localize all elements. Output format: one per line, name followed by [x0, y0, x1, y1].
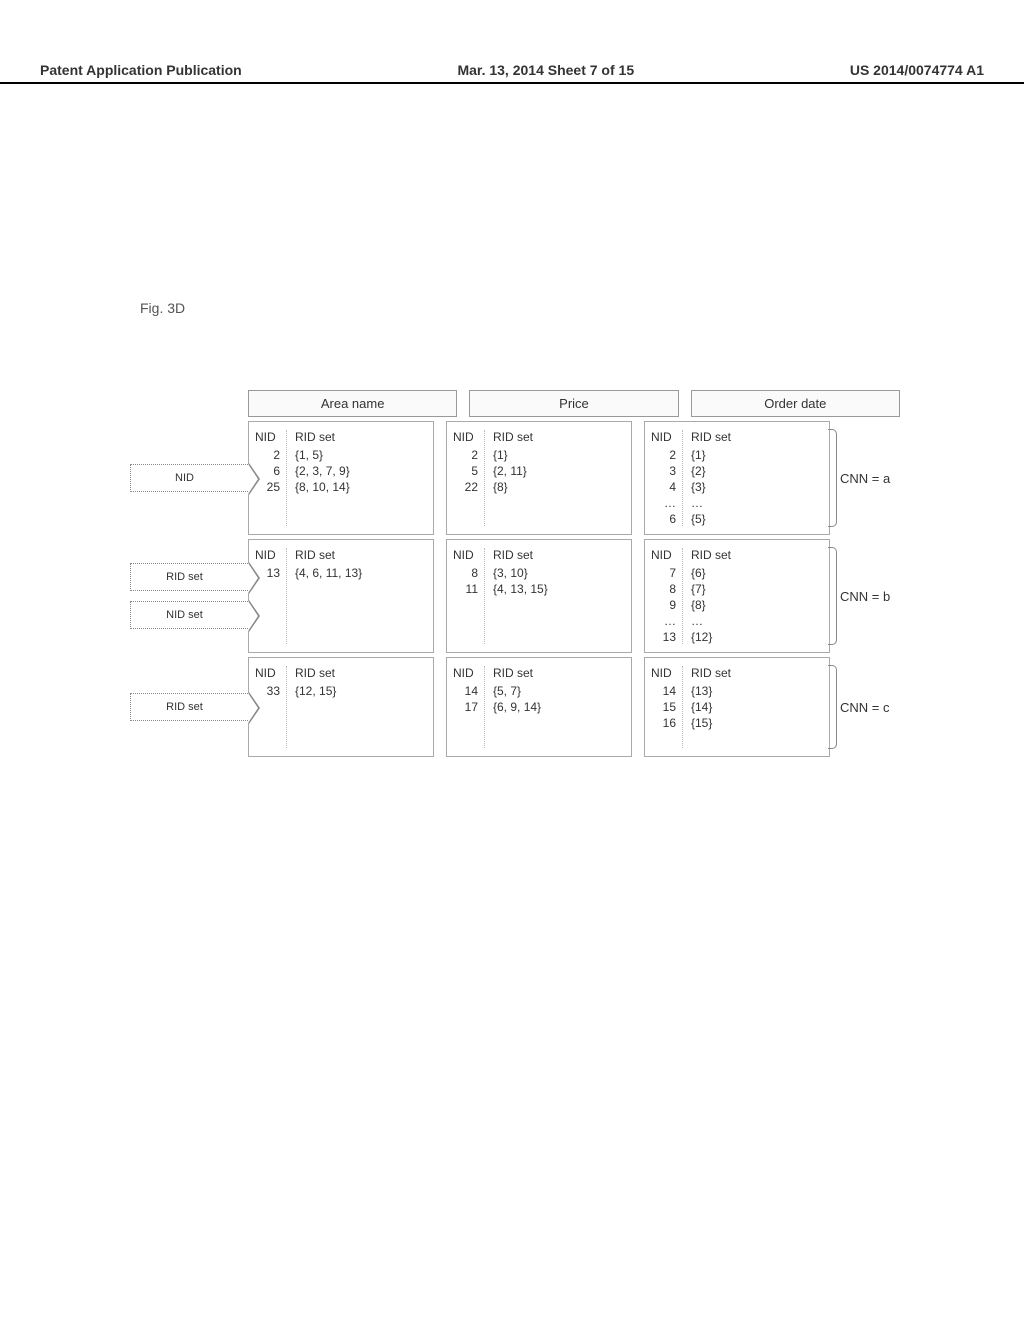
- cnn-label: CNN = b: [830, 539, 900, 653]
- arrow-ridset: RID set: [130, 563, 248, 591]
- nid-value: 14: [651, 684, 676, 698]
- rid-value: {15}: [691, 716, 731, 730]
- nid-value: 14: [453, 684, 478, 698]
- rid-value: {2, 11}: [493, 464, 533, 478]
- cells-row-0: NID 2 6 2 5 RID set {1, 5} {2, 3, 7, 9} {…: [248, 421, 830, 535]
- nid-header: NID: [255, 666, 280, 680]
- cell: NID 13 RID set {4, 6, 11, 13}: [248, 539, 434, 653]
- rid-value: {3, 10}: [493, 566, 548, 580]
- rid-value: {4, 6, 11, 13}: [295, 566, 362, 580]
- rid-value: {7}: [691, 582, 731, 596]
- cell: NID 14 15 16 RID set {13} {14} {15}: [644, 657, 830, 757]
- nid-value: 3: [651, 464, 676, 478]
- nid-header: NID: [255, 430, 280, 444]
- rid-value: {5}: [691, 512, 731, 526]
- arrow-ridset: RID set: [130, 693, 248, 721]
- rid-value: {3}: [691, 480, 731, 494]
- col-header-price: Price: [469, 390, 678, 417]
- nid-value: 9: [651, 598, 676, 612]
- nid-value: …: [651, 496, 676, 510]
- cell: NID 8 11 RID set {3, 10} {4, 13, 15}: [446, 539, 632, 653]
- rid-value: {1, 5}: [295, 448, 350, 462]
- nid-value: 2: [255, 448, 280, 462]
- arrow-nidset: NID set: [130, 601, 248, 629]
- nid-header: NID: [453, 430, 478, 444]
- rid-value: {1}: [493, 448, 533, 462]
- header-center: Mar. 13, 2014 Sheet 7 of 15: [457, 62, 634, 78]
- nid-value: 15: [651, 700, 676, 714]
- rid-header: RID set: [493, 666, 541, 680]
- rid-value: {6}: [691, 566, 731, 580]
- col-header-orderdate: Order date: [691, 390, 900, 417]
- nid-header: NID: [453, 548, 478, 562]
- cell: NID 2 3 4 … 6 RID set {1} {2} {3} … {5}: [644, 421, 830, 535]
- cell: NID 2 5 22 RID set {1} {2, 11} {8}: [446, 421, 632, 535]
- cells-row-2: NID 33 RID set {12, 15} NID 14 17 RID se…: [248, 657, 830, 757]
- rid-header: RID set: [691, 548, 731, 562]
- rid-value: {8, 10, 14}: [295, 480, 350, 494]
- grid-row: RID set NID set NID 13 RID set {4, 6, 11…: [130, 539, 900, 653]
- nid-header: NID: [651, 666, 676, 680]
- arrow-column: RID set: [130, 657, 248, 757]
- rid-value: {4, 13, 15}: [493, 582, 548, 596]
- rid-value: {12}: [691, 630, 731, 644]
- rid-header: RID set: [691, 666, 731, 680]
- nid-header: NID: [651, 548, 676, 562]
- figure-label: Fig. 3D: [140, 300, 185, 316]
- cnn-label: CNN = c: [830, 657, 900, 757]
- nid-value: 8: [453, 566, 478, 580]
- rid-value: {1}: [691, 448, 731, 462]
- header-left: Patent Application Publication: [40, 62, 242, 78]
- nid-value: 6: [651, 512, 676, 526]
- rid-value: {5, 7}: [493, 684, 541, 698]
- nid-value: …: [651, 614, 676, 628]
- cnn-label: CNN = a: [830, 421, 900, 535]
- cell: NID 14 17 RID set {5, 7} {6, 9, 14}: [446, 657, 632, 757]
- rid-header: RID set: [295, 666, 336, 680]
- rid-value: {8}: [493, 480, 533, 494]
- rid-header: RID set: [493, 430, 533, 444]
- cells-row-1: NID 13 RID set {4, 6, 11, 13} NID 8 11 R…: [248, 539, 830, 653]
- nid-value: 13: [651, 630, 676, 644]
- rid-value: {12, 15}: [295, 684, 336, 698]
- nid-value: 2: [453, 448, 478, 462]
- nid-value: 8: [651, 582, 676, 596]
- rid-header: RID set: [295, 430, 350, 444]
- grid-row: RID set NID 33 RID set {12, 15} NID 14 1…: [130, 657, 900, 757]
- nid-header: NID: [453, 666, 478, 680]
- diagram-root: Area name Price Order date NID NID 2 6 2…: [130, 390, 900, 757]
- rid-header: RID set: [493, 548, 548, 562]
- grid-row: NID NID 2 6 2 5 RID set {1, 5} {2, 3, 7, …: [130, 421, 900, 535]
- rid-header: RID set: [691, 430, 731, 444]
- nid-value: 7: [651, 566, 676, 580]
- rid-value: {14}: [691, 700, 731, 714]
- arrow-column: NID: [130, 421, 248, 535]
- rid-value: {13}: [691, 684, 731, 698]
- rid-value: …: [691, 496, 731, 510]
- arrow-column: RID set NID set: [130, 539, 248, 653]
- nid-header: NID: [255, 548, 280, 562]
- nid-value: 2: [651, 448, 676, 462]
- rid-value: {8}: [691, 598, 731, 612]
- header-right: US 2014/0074774 A1: [850, 62, 984, 78]
- nid-value: 16: [651, 716, 676, 730]
- nid-header: NID: [651, 430, 676, 444]
- nid-value: 22: [453, 480, 478, 494]
- cell: NID 33 RID set {12, 15}: [248, 657, 434, 757]
- cell: NID 7 8 9 … 13 RID set {6} {7} {8} … {12…: [644, 539, 830, 653]
- arrow-nid: NID: [130, 464, 248, 492]
- nid-value: 11: [453, 582, 478, 596]
- page-header: Patent Application Publication Mar. 13, …: [0, 62, 1024, 84]
- nid-value: 4: [651, 480, 676, 494]
- rid-value: {6, 9, 14}: [493, 700, 541, 714]
- rid-value: …: [691, 614, 731, 628]
- rid-value: {2}: [691, 464, 731, 478]
- rid-value: {2, 3, 7, 9}: [295, 464, 350, 478]
- col-header-area: Area name: [248, 390, 457, 417]
- rid-header: RID set: [295, 548, 362, 562]
- column-headers: Area name Price Order date: [248, 390, 900, 417]
- nid-value: 17: [453, 700, 478, 714]
- nid-value: 5: [453, 464, 478, 478]
- cell: NID 2 6 25 RID set {1, 5} {2, 3, 7, 9} {…: [248, 421, 434, 535]
